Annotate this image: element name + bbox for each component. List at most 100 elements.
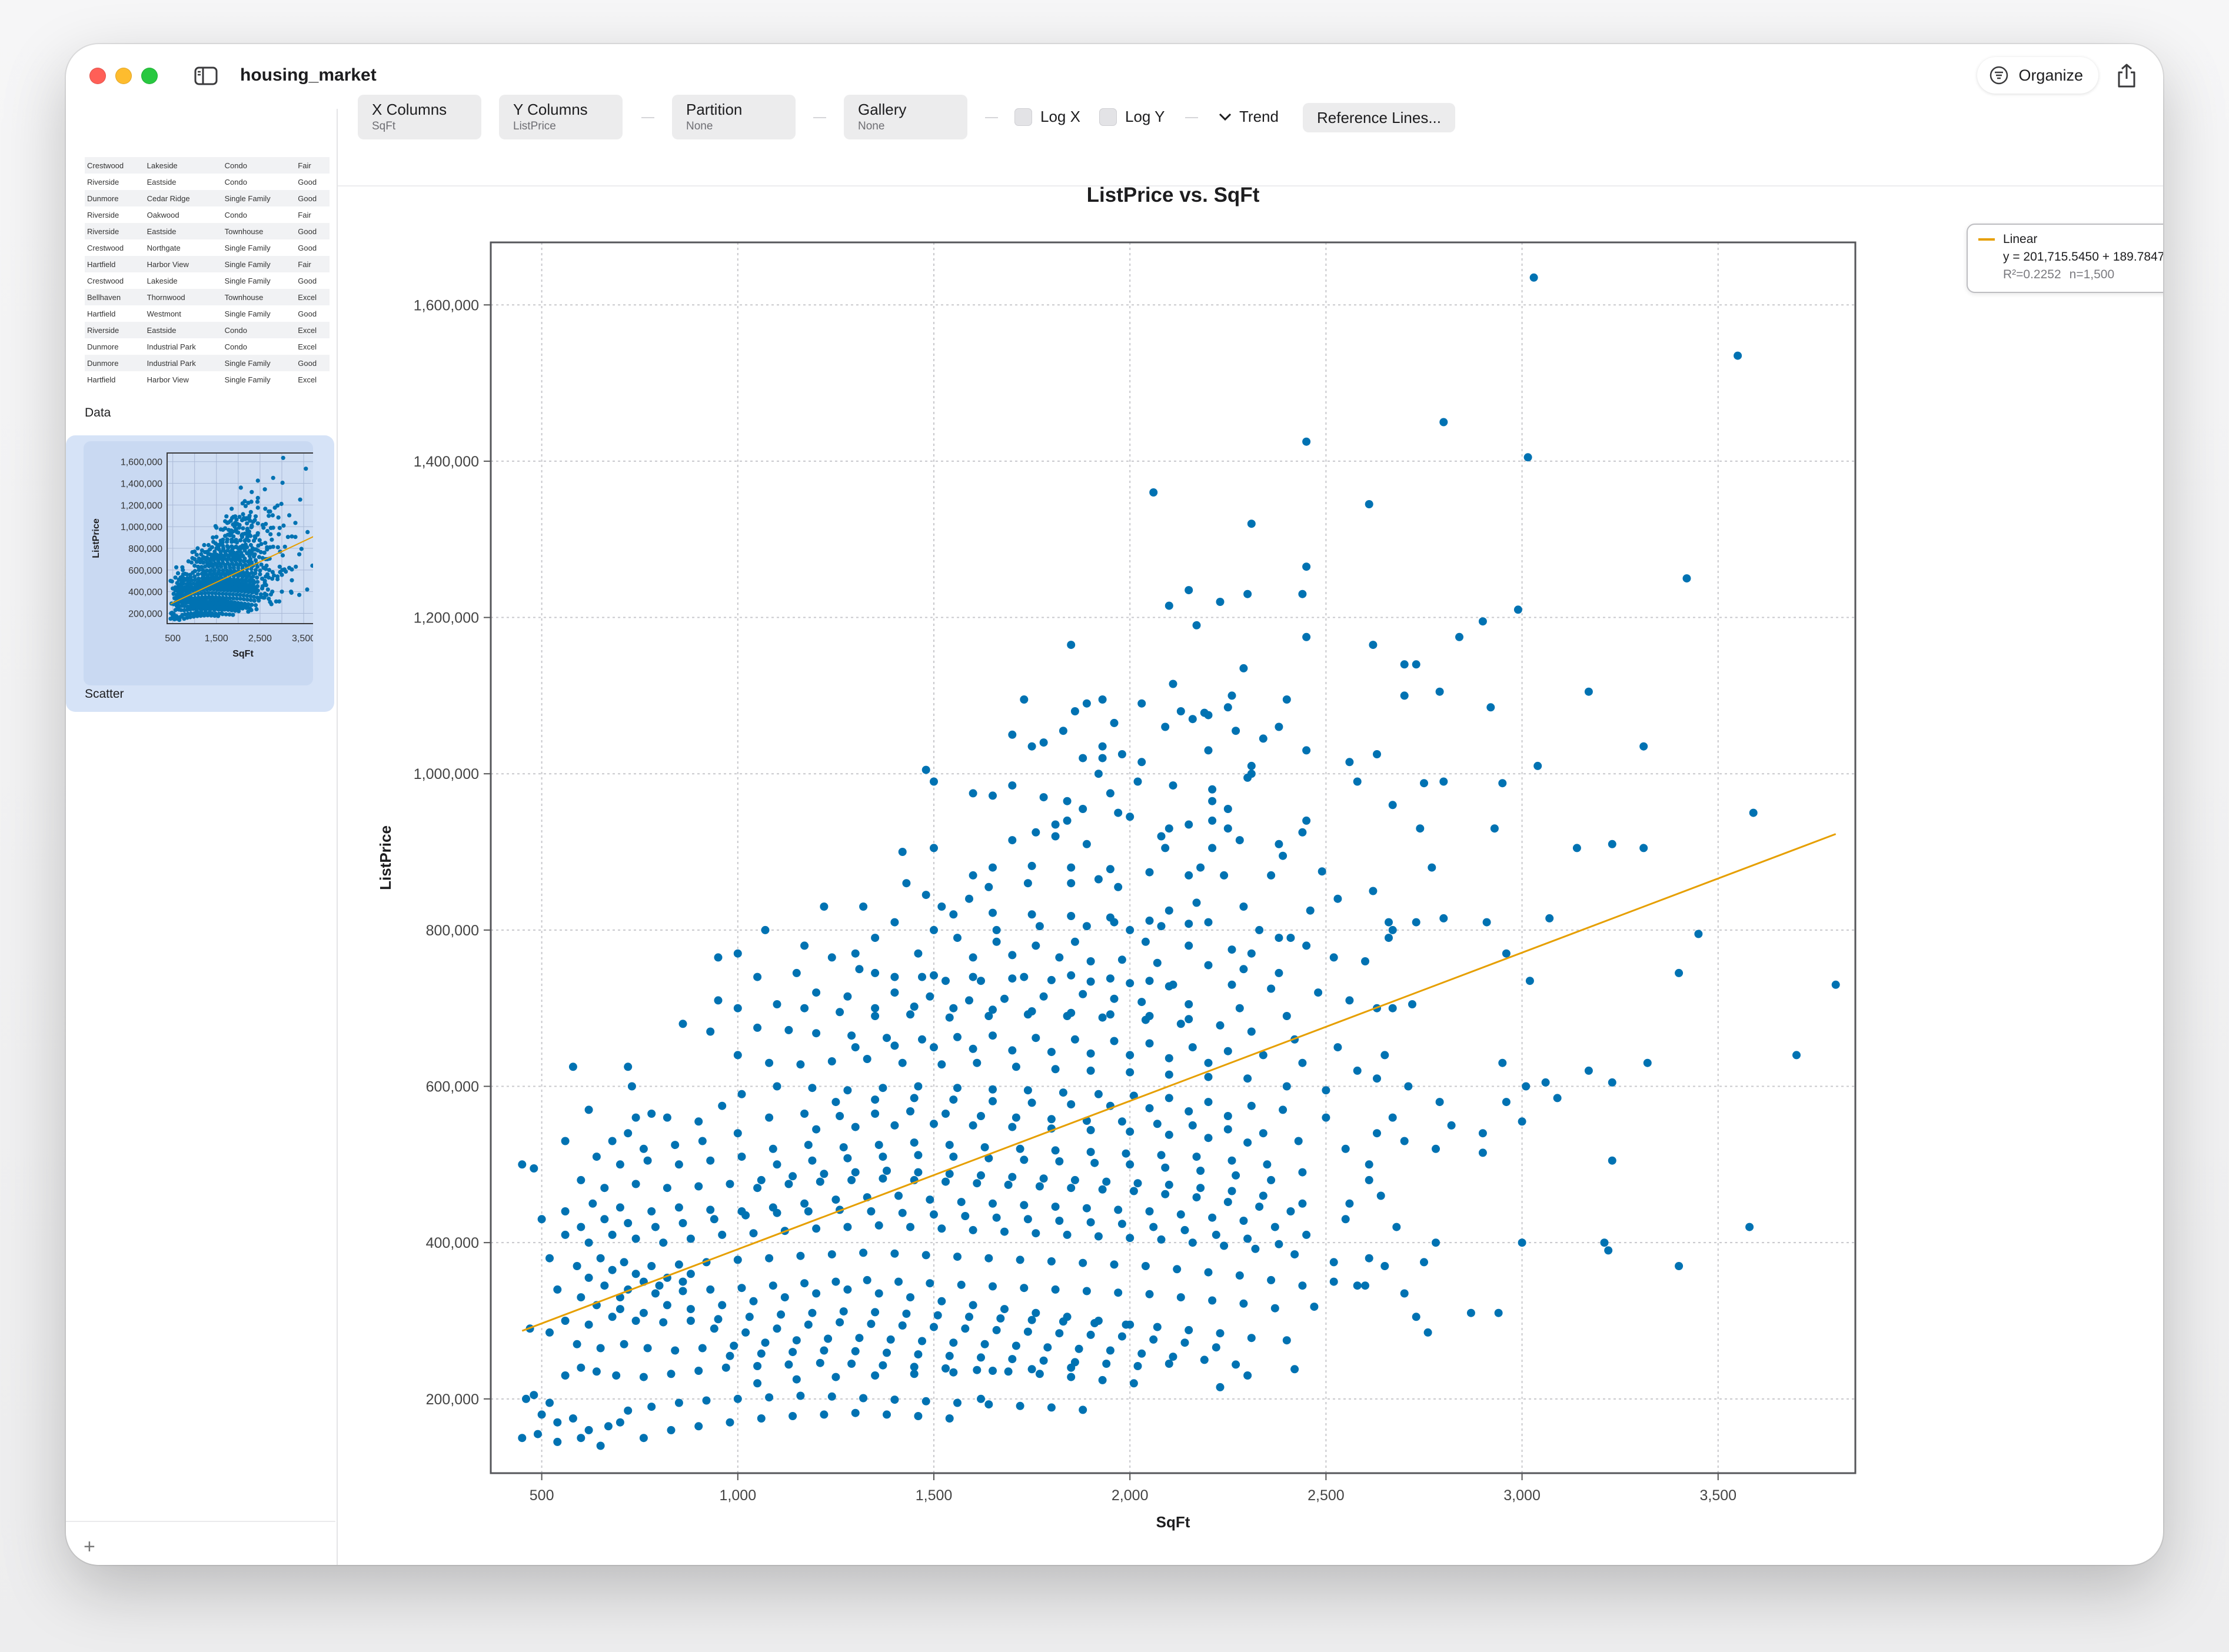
table-cell: Eastside [144, 322, 222, 338]
thumb-data-point [263, 507, 268, 511]
data-point [1227, 1187, 1236, 1195]
data-point [1126, 1068, 1135, 1077]
share-button[interactable] [2109, 58, 2144, 94]
data-point [1032, 1308, 1040, 1317]
thumb-data-point [214, 525, 219, 530]
trend-menu-button[interactable]: Trend [1218, 108, 1279, 126]
data-point [1270, 1223, 1279, 1231]
add-sheet-button[interactable]: + [84, 1536, 95, 1558]
thumb-data-point [228, 596, 232, 601]
data-point [1185, 871, 1193, 880]
data-point [1275, 934, 1283, 942]
data-point [859, 902, 868, 911]
data-point [980, 1340, 989, 1348]
x-tick-label: 1,500 [916, 1487, 953, 1504]
data-point [624, 1063, 633, 1071]
data-point [1067, 1373, 1076, 1381]
data-point [1643, 1058, 1652, 1067]
thumb-data-point [219, 611, 224, 616]
log-x-checkbox[interactable] [1014, 108, 1032, 126]
thumb-data-point [299, 547, 304, 551]
data-point [1282, 695, 1291, 704]
scatter-thumbnail-frame: 500 1,500 2,500 3,500 1,600,000 1,400,000 1,20… [84, 441, 320, 685]
data-point [1247, 1101, 1256, 1110]
thumb-data-point [226, 581, 231, 586]
trend-label: Trend [1239, 108, 1279, 125]
gallery-button[interactable]: Gallery None [844, 95, 967, 139]
data-point [667, 1370, 676, 1378]
thumb-data-point [194, 609, 199, 614]
thumb-data-point [238, 597, 243, 601]
data-point [1388, 925, 1397, 934]
data-point [1345, 758, 1354, 767]
thumb-data-point [227, 592, 232, 597]
minimize-window-button[interactable] [115, 68, 132, 84]
data-point [1490, 824, 1499, 833]
data-point [1232, 1360, 1240, 1369]
thumb-data-point [281, 523, 286, 528]
reference-lines-button[interactable]: Reference Lines... [1303, 103, 1456, 132]
thumb-y-tick-label: 200,000 [128, 609, 162, 620]
data-point [1051, 820, 1060, 829]
data-point [949, 1095, 958, 1104]
data-point [851, 1168, 860, 1177]
data-point [1212, 1230, 1220, 1239]
data-point [984, 1154, 993, 1163]
table-cell: Good [298, 309, 317, 318]
data-point [1522, 1082, 1531, 1091]
data-point [930, 1120, 938, 1128]
data-point [933, 1311, 942, 1320]
data-point [969, 1301, 977, 1310]
data-thumbnail[interactable]: Crestwood Lakeside Condo Fair Riverside Easts… [85, 157, 330, 404]
partition-button[interactable]: Partition None [672, 95, 796, 139]
thumb-data-point [245, 594, 249, 598]
data-point [1145, 868, 1154, 877]
data-point [890, 988, 899, 997]
data-point [643, 1156, 652, 1165]
y-columns-button[interactable]: Y Columns ListPrice [499, 95, 623, 139]
gallery-value: None [858, 120, 885, 132]
data-point [1216, 1383, 1225, 1391]
data-point [1361, 957, 1369, 965]
thumb-data-point [225, 557, 229, 562]
data-point [1639, 844, 1648, 852]
data-point [674, 1260, 683, 1269]
thumb-data-point [202, 542, 207, 548]
scatter-chart[interactable]: ListPrice vs. SqFt 500 1,000 1,500 2,000 2,50… [66, 44, 2163, 1565]
thumb-data-point [240, 554, 245, 558]
x-columns-button[interactable]: X Columns SqFt [358, 95, 481, 139]
log-x-label: Log X [1040, 108, 1080, 125]
thumb-data-point [267, 597, 271, 601]
thumb-data-point [275, 577, 280, 582]
data-point [898, 1058, 907, 1067]
data-point [718, 1230, 727, 1239]
data-point [969, 789, 977, 798]
data-point [831, 1195, 840, 1204]
data-point [1173, 1265, 1182, 1274]
thumb-data-point [186, 611, 191, 616]
thumb-data-point [218, 573, 223, 578]
data-point [1098, 754, 1107, 762]
thumb-data-point [255, 495, 260, 500]
sidebar-toggle-button[interactable] [182, 59, 229, 92]
log-y-toggle[interactable]: Log Y [1099, 108, 1165, 126]
table-cell: Westmont [147, 309, 181, 318]
log-y-checkbox[interactable] [1099, 108, 1117, 126]
data-point [906, 1010, 914, 1019]
data-point [1204, 1134, 1213, 1143]
data-point [1223, 824, 1232, 833]
organize-button[interactable]: Organize [1977, 57, 2098, 94]
close-window-button[interactable] [89, 68, 106, 84]
data-point [1079, 1405, 1087, 1414]
data-point [631, 1180, 640, 1188]
scatter-thumbnail[interactable]: 500 1,500 2,500 3,500 1,600,000 1,400,000 1,20… [66, 435, 334, 712]
data-point [1185, 1107, 1193, 1115]
thumb-data-point [236, 563, 241, 568]
thumb-data-point [192, 577, 197, 582]
zoom-window-button[interactable] [141, 68, 158, 84]
thumb-data-point [237, 582, 241, 587]
data-point [1035, 1370, 1044, 1378]
data-point [1082, 922, 1091, 931]
data-point [1204, 1098, 1213, 1107]
log-x-toggle[interactable]: Log X [1014, 108, 1080, 126]
